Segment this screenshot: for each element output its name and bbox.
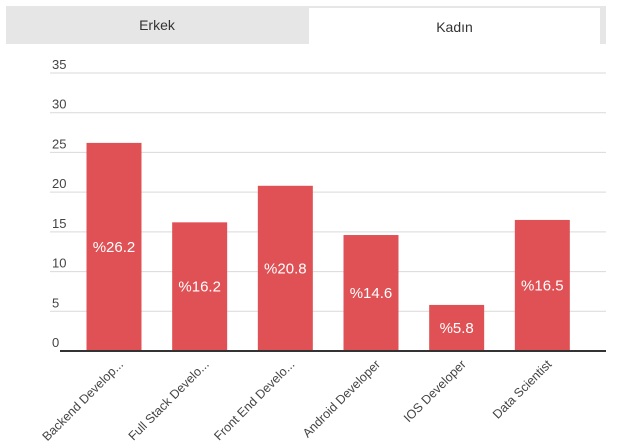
y-tick-label: 15 xyxy=(52,216,66,231)
bar[interactable] xyxy=(257,185,313,351)
bar-value-label: %26.2 xyxy=(93,239,136,256)
bar-value-label: %16.5 xyxy=(521,277,564,294)
gender-tabs: Erkek Kadın xyxy=(6,6,606,44)
x-category-label: IOS Developer xyxy=(401,357,469,425)
y-tick-label: 5 xyxy=(52,295,59,310)
tab-erkek[interactable]: Erkek xyxy=(139,17,175,33)
bar[interactable] xyxy=(86,142,142,351)
x-category-label: Front End Develo... xyxy=(211,357,297,443)
tab-kadin[interactable]: Kadın xyxy=(309,6,603,44)
bar-value-label: %14.6 xyxy=(350,285,393,302)
x-category-label: Backend Develop... xyxy=(40,357,127,444)
y-tick-label: 25 xyxy=(52,136,66,151)
y-tick-label: 0 xyxy=(52,335,59,350)
bar[interactable] xyxy=(429,304,485,351)
bar[interactable] xyxy=(343,235,399,351)
bar[interactable] xyxy=(514,219,570,351)
x-category-label: Data Scientist xyxy=(490,357,555,422)
y-tick-label: 30 xyxy=(52,97,66,112)
bar-value-label: %20.8 xyxy=(264,260,307,277)
bar-value-label: %16.2 xyxy=(178,279,221,296)
y-tick-label: 35 xyxy=(52,57,66,72)
y-tick-label: 20 xyxy=(52,176,66,191)
bar-value-label: %5.8 xyxy=(440,320,474,337)
y-tick-label: 10 xyxy=(52,256,66,271)
x-category-label: Full Stack Develo... xyxy=(126,357,212,443)
bar[interactable] xyxy=(172,222,228,351)
x-category-label: Android Developer xyxy=(300,357,383,440)
